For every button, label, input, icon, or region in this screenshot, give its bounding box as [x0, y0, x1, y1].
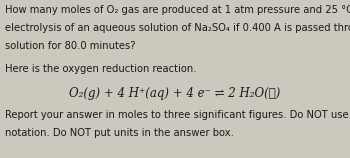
- Text: electrolysis of an aqueous solution of Na₂SO₄ if 0.400 A is passed through the: electrolysis of an aqueous solution of N…: [5, 23, 350, 33]
- Text: Report your answer in moles to three significant figures. Do NOT use scientific: Report your answer in moles to three sig…: [5, 110, 350, 120]
- Text: Here is the oxygen reduction reaction.: Here is the oxygen reduction reaction.: [5, 64, 197, 74]
- Text: How many moles of O₂ gas are produced at 1 atm pressure and 25 °C by the: How many moles of O₂ gas are produced at…: [5, 5, 350, 15]
- Text: O₂(g) + 4 H⁺(aq) + 4 e⁻ ⇌ 2 H₂O(ℓ): O₂(g) + 4 H⁺(aq) + 4 e⁻ ⇌ 2 H₂O(ℓ): [69, 87, 281, 100]
- Text: notation. Do NOT put units in the answer box.: notation. Do NOT put units in the answer…: [5, 128, 234, 138]
- Text: solution for 80.0 minutes?: solution for 80.0 minutes?: [5, 41, 136, 51]
